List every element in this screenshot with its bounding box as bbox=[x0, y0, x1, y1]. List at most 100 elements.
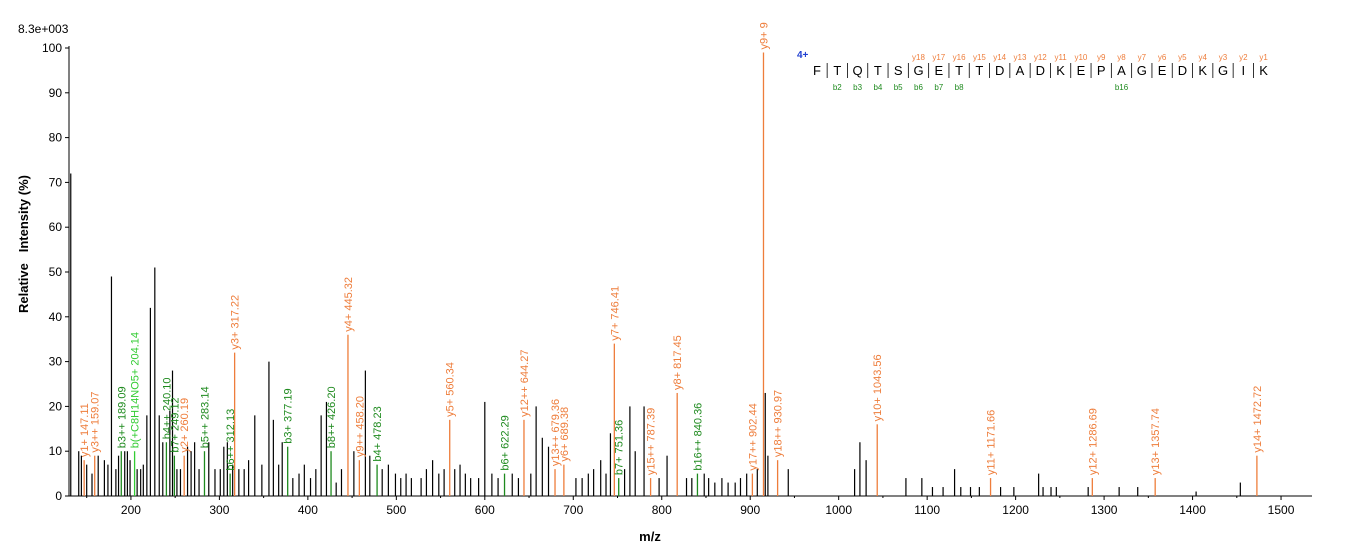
peak-label: y7+ 746.41 bbox=[609, 286, 621, 341]
peak-label: b4++ 240.10 bbox=[161, 377, 173, 439]
sequence-residue: D bbox=[1036, 63, 1045, 78]
x-tick-label: 1000 bbox=[825, 503, 852, 517]
x-tick-label: 500 bbox=[386, 503, 406, 517]
sequence-residue: T bbox=[955, 63, 963, 78]
charge-label: 4+ bbox=[797, 50, 809, 61]
sequence-residue: D bbox=[995, 63, 1004, 78]
x-tick-label: 1100 bbox=[914, 503, 940, 517]
unlabeled-peaks bbox=[70, 173, 1241, 496]
peak-label: y12+ 1286.69 bbox=[1087, 408, 1099, 475]
sequence-residue: T bbox=[833, 63, 841, 78]
sequence-residue: S bbox=[894, 63, 903, 78]
peak-label: b4+ 478.23 bbox=[372, 406, 384, 461]
y-ion-marker: y17 bbox=[932, 53, 945, 62]
x-tick-label: 1200 bbox=[1002, 503, 1029, 517]
peak-label: y4+ 445.32 bbox=[343, 277, 355, 332]
peak-label: y14+ 1472.72 bbox=[1252, 386, 1264, 453]
y-ion-marker: y5 bbox=[1178, 53, 1187, 62]
y-ion-marker: y6 bbox=[1158, 53, 1167, 62]
b-ion-marker: b3 bbox=[853, 83, 862, 92]
peak-label: y6+ 689.38 bbox=[559, 407, 571, 462]
x-axis-title: m/z bbox=[639, 529, 661, 544]
peak-label: b8++ 426.20 bbox=[326, 386, 338, 448]
x-tick-label: 400 bbox=[298, 503, 318, 517]
y-tick-label: 60 bbox=[49, 220, 63, 234]
peak-label: b7+ 249.12 bbox=[169, 397, 181, 452]
x-tick-label: 1300 bbox=[1091, 503, 1118, 517]
peak-label: y9+ 9 bbox=[758, 22, 770, 49]
x-tick-label: 200 bbox=[121, 503, 141, 517]
y-tick-label: 30 bbox=[49, 355, 63, 369]
peak-label: y10+ 1043.56 bbox=[872, 354, 884, 421]
sequence-residue: K bbox=[1056, 63, 1065, 78]
sequence-residue: E bbox=[1077, 63, 1086, 78]
b-ion-marker: b5 bbox=[894, 83, 903, 92]
y-tick-label: 80 bbox=[49, 131, 63, 145]
y-ion-marker: y8 bbox=[1117, 53, 1126, 62]
sequence-residue: T bbox=[975, 63, 983, 78]
sequence-residue: A bbox=[1117, 63, 1126, 78]
x-tick-label: 700 bbox=[563, 503, 583, 517]
sequence-residue: G bbox=[913, 63, 923, 78]
sequence-residue: F bbox=[813, 63, 821, 78]
y-ion-marker: y7 bbox=[1138, 53, 1147, 62]
sequence-residue: E bbox=[934, 63, 943, 78]
peak-label: b16++ 840.36 bbox=[692, 403, 704, 471]
peak-label: b7+ 751.36 bbox=[614, 420, 626, 475]
peak-label: y9++ 458.20 bbox=[354, 396, 366, 457]
b-ion-marker: b2 bbox=[833, 83, 842, 92]
peak-label: y12++ 644.27 bbox=[519, 350, 531, 417]
y-tick-label: 70 bbox=[49, 175, 63, 189]
sequence-residue: P bbox=[1097, 63, 1106, 78]
sequence-residue: Q bbox=[853, 63, 863, 78]
y-tick-label: 50 bbox=[49, 265, 63, 279]
sequence-residue: T bbox=[874, 63, 882, 78]
sequence-residue: A bbox=[1016, 63, 1025, 78]
peak-label: b6+ 622.29 bbox=[500, 415, 512, 470]
y-axis-title: Relative Intensity (%) bbox=[16, 175, 31, 313]
x-tick-label: 800 bbox=[652, 503, 672, 517]
peak-label: y13++ 679.36 bbox=[550, 399, 562, 466]
sequence-residue: E bbox=[1158, 63, 1167, 78]
y-ion-marker: y13 bbox=[1014, 53, 1027, 62]
y-ion-marker: y15 bbox=[973, 53, 986, 62]
peak-label: b(+C8H14NO5+ 204.14 bbox=[130, 332, 142, 448]
peak-label: y18++ 930.97 bbox=[773, 390, 785, 457]
y-tick-label: 0 bbox=[55, 489, 62, 503]
y-tick-label: 10 bbox=[49, 444, 63, 458]
y-ion-marker: y11 bbox=[1054, 53, 1067, 62]
x-tick-label: 900 bbox=[740, 503, 760, 517]
y-tick-label: 40 bbox=[49, 310, 63, 324]
b-ion-marker: b7 bbox=[934, 83, 943, 92]
y-tick-label: 20 bbox=[49, 399, 63, 413]
y-ion-marker: y2 bbox=[1239, 53, 1248, 62]
y-tick-label: 100 bbox=[42, 41, 62, 55]
sequence-residue: G bbox=[1218, 63, 1228, 78]
sequence-residue: I bbox=[1241, 63, 1245, 78]
y-tick-label: 90 bbox=[49, 86, 63, 100]
peak-label: y15++ 787.39 bbox=[646, 408, 658, 475]
peak-label: y11+ 1171.66 bbox=[986, 410, 998, 475]
sequence-residue: G bbox=[1137, 63, 1147, 78]
y-ion-marker: y16 bbox=[953, 53, 966, 62]
peak-label: b3++ 189.09 bbox=[116, 386, 128, 448]
x-tick-label: 1500 bbox=[1268, 503, 1295, 517]
b-ion-marker: b16 bbox=[1115, 83, 1129, 92]
peak-label: y5+ 560.34 bbox=[445, 362, 457, 417]
peak-label: y2+ 260.19 bbox=[179, 398, 191, 453]
sequence-residue: K bbox=[1259, 63, 1268, 78]
peak-label: y8+ 817.45 bbox=[672, 335, 684, 390]
peak-label: y13+ 1357.74 bbox=[1150, 408, 1162, 475]
b-ion-marker: b6 bbox=[914, 83, 923, 92]
y-ion-marker: y14 bbox=[993, 53, 1006, 62]
peak-label: y1+ 147.11 bbox=[79, 403, 91, 457]
y-ion-marker: y9 bbox=[1097, 53, 1106, 62]
peak-label: b3+ 377.19 bbox=[283, 388, 295, 443]
peak-label: y17++ 902.44 bbox=[747, 403, 759, 470]
x-tick-label: 600 bbox=[475, 503, 495, 517]
y-ion-marker: y12 bbox=[1034, 53, 1047, 62]
peak-label: y3++ 159.07 bbox=[90, 392, 102, 453]
